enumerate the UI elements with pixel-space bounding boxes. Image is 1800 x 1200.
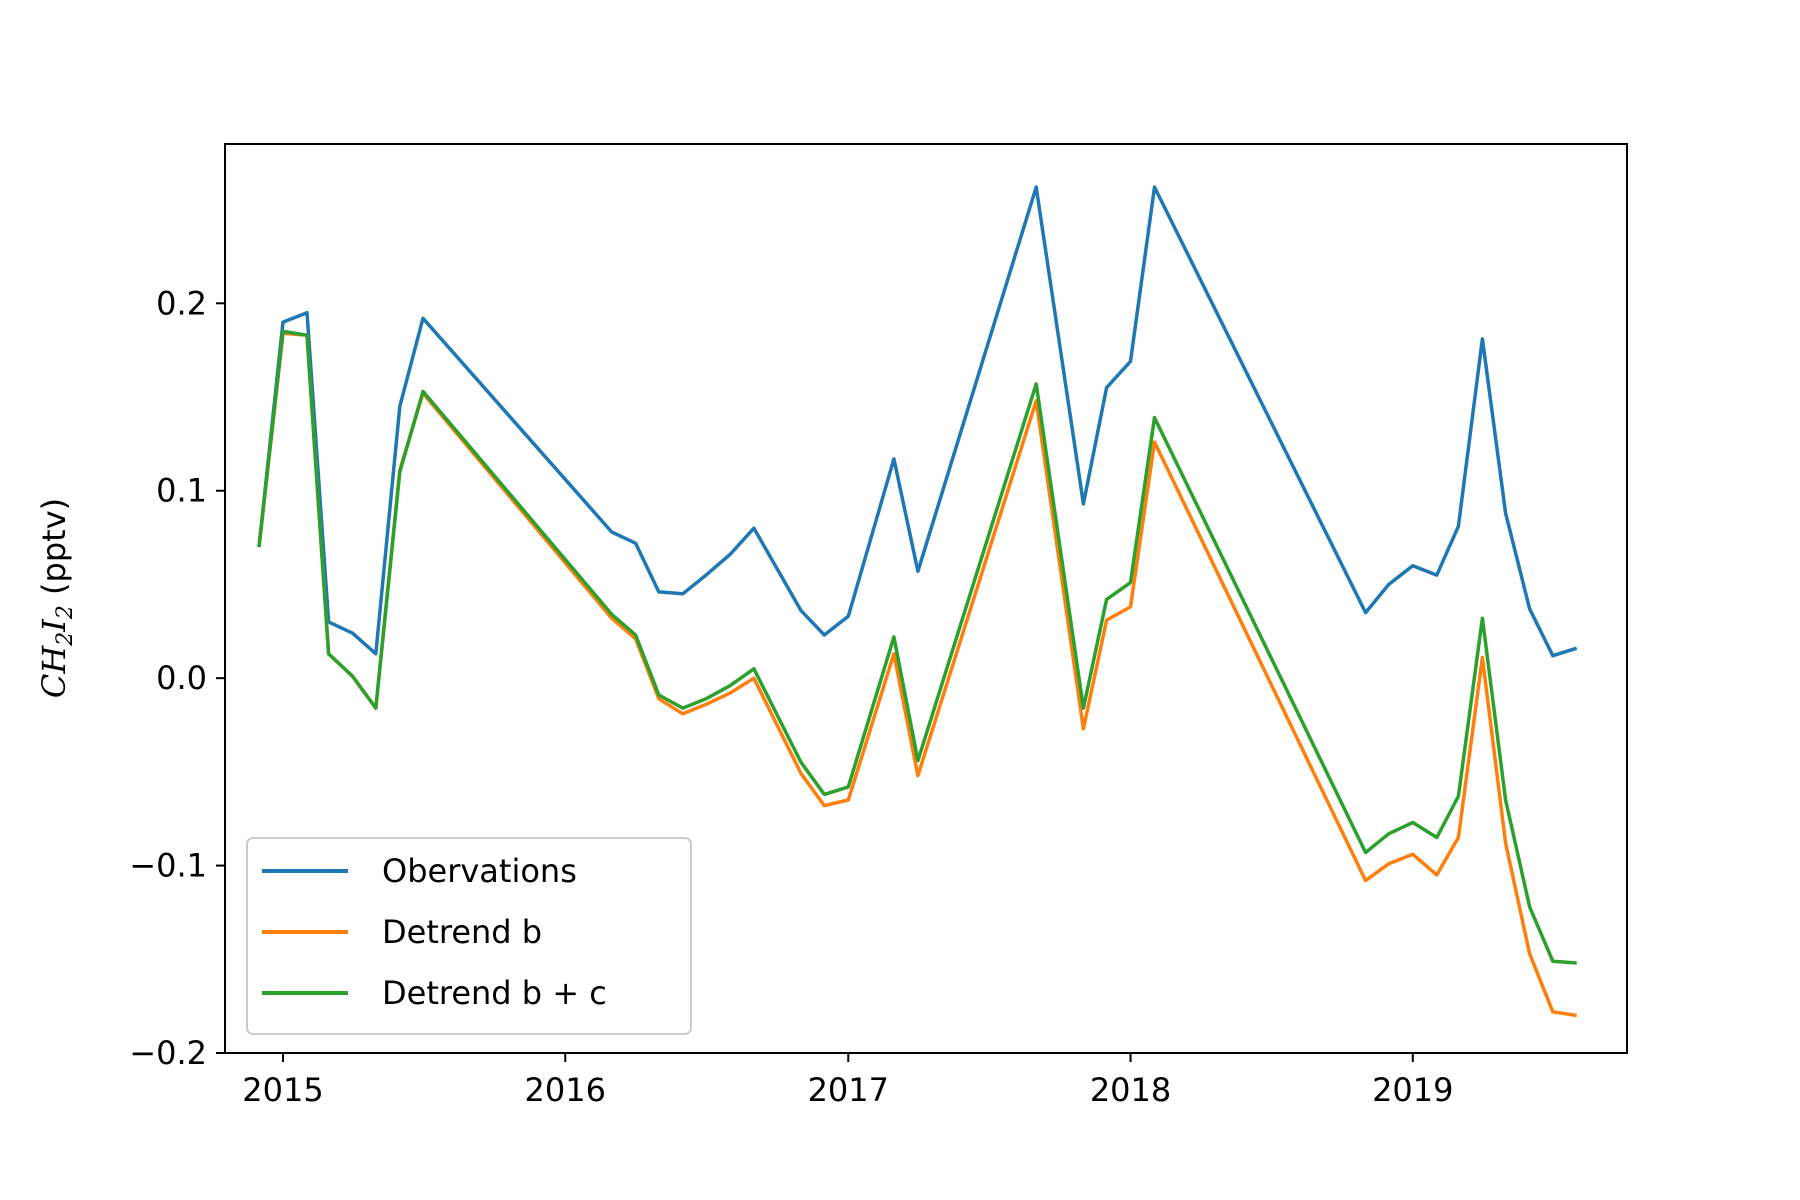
x-axis: 2015 2016 2017 2018 2019 (242, 1053, 1454, 1109)
y-axis-title: CH2I2 (pptv) (35, 498, 78, 698)
series-line-detrend-b-plus-c (257, 329, 1577, 965)
x-tick-label-2017: 2017 (808, 1071, 889, 1109)
y-tick-label--0.2: −0.2 (129, 1034, 207, 1072)
legend-label-detrend-b-plus-c: Detrend b + c (382, 974, 607, 1012)
legend-label-detrend-b: Detrend b (382, 913, 542, 951)
plot-frame (224, 143, 1628, 1054)
legend-box (246, 837, 692, 1035)
y-tick-label-0.1: 0.1 (156, 472, 207, 510)
x-tick-label-2015: 2015 (242, 1071, 323, 1109)
y-axis: 0.2 0.1 0.0 −0.1 −0.2 (129, 284, 225, 1072)
y-tick-label-0: 0.0 (156, 659, 207, 697)
y-tick-label--0.1: −0.1 (129, 847, 207, 885)
series-layer (257, 185, 1578, 1018)
x-tick-label-2016: 2016 (525, 1071, 606, 1109)
x-tick-label-2018: 2018 (1090, 1071, 1171, 1109)
series-line-obervations (257, 185, 1578, 658)
legend: Obervations Detrend b Detrend b + c (246, 837, 692, 1035)
x-tick-label-2019: 2019 (1372, 1071, 1453, 1109)
legend-label-obervations: Obervations (382, 852, 577, 890)
y-tick-label-0.2: 0.2 (156, 284, 207, 322)
